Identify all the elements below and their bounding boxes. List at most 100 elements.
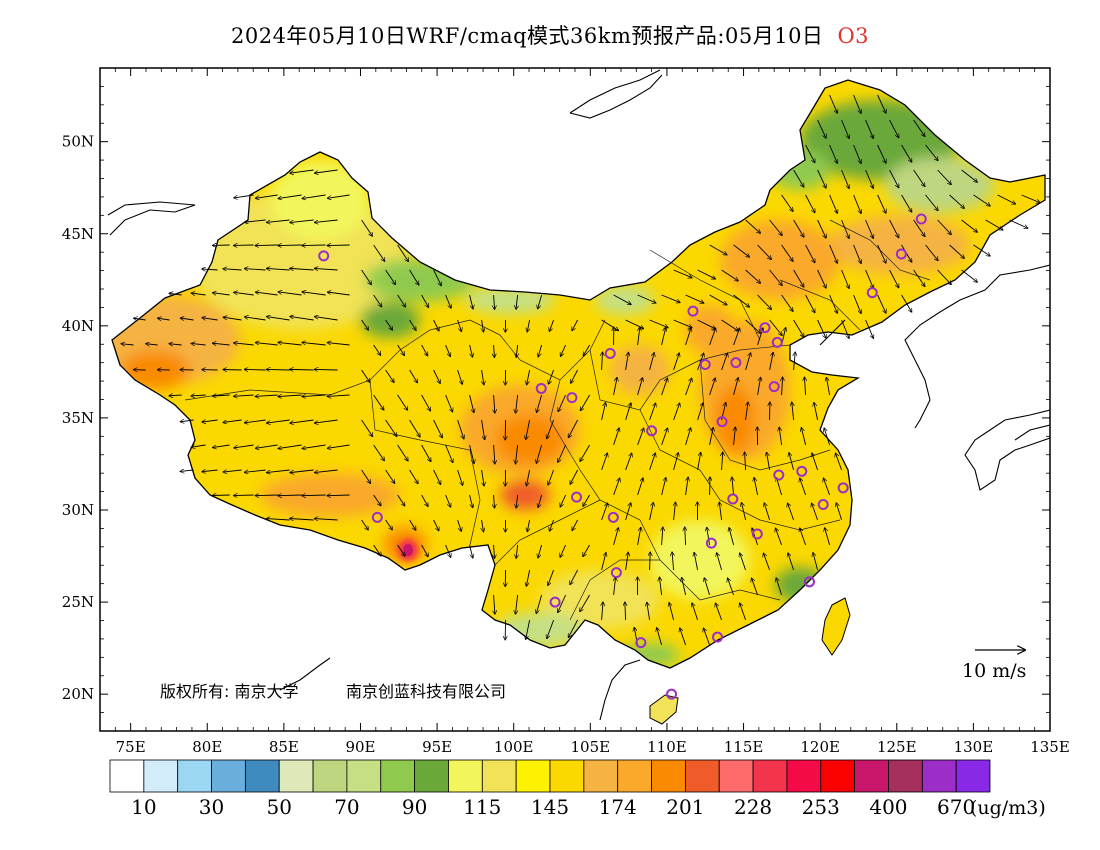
wind-arrow bbox=[457, 319, 462, 332]
wind-arrow bbox=[409, 369, 418, 383]
wind-arrow bbox=[314, 369, 338, 370]
station-marker bbox=[895, 248, 907, 260]
station-marker bbox=[571, 491, 583, 503]
wind-arrow bbox=[661, 428, 668, 446]
wind-arrow bbox=[457, 519, 462, 531]
wind-arrow bbox=[421, 494, 428, 506]
wind-arrow bbox=[853, 94, 862, 114]
wind-arrow bbox=[548, 469, 555, 485]
wind-arrow bbox=[385, 419, 397, 437]
wind-arrow bbox=[290, 219, 314, 223]
colorbar-swatch bbox=[312, 759, 348, 793]
wind-arrow bbox=[373, 394, 384, 410]
colorbar-swatch bbox=[278, 759, 314, 793]
wind-arrow bbox=[445, 494, 451, 507]
wind-arrow bbox=[457, 369, 463, 384]
lon-tick-label: 135E bbox=[1030, 738, 1070, 756]
wind-arrow bbox=[526, 469, 531, 486]
wind-arrow bbox=[913, 119, 925, 137]
station-marker bbox=[666, 688, 678, 700]
wind-arrow bbox=[841, 219, 850, 239]
wind-arrow bbox=[583, 544, 590, 557]
wind-arrow bbox=[244, 317, 266, 321]
map-title: 2024年05月10日WRF/cmaq模式36km预报产品:05月10日 O3 bbox=[0, 20, 1100, 50]
wind-arrow bbox=[290, 268, 314, 270]
wind-arrow bbox=[169, 344, 182, 345]
wind-arrow bbox=[775, 528, 783, 546]
wind-arrow bbox=[385, 369, 394, 382]
wind-arrow bbox=[734, 427, 736, 446]
wind-arrow bbox=[409, 519, 416, 530]
wind-arrow bbox=[793, 169, 804, 187]
wind-arrow bbox=[568, 619, 578, 638]
wind-arrow bbox=[637, 294, 656, 303]
lon-tick-label: 80E bbox=[192, 738, 222, 756]
wind-arrow bbox=[673, 453, 679, 471]
wind-arrow bbox=[661, 478, 666, 496]
wind-arrow bbox=[361, 269, 372, 285]
wind-arrow bbox=[314, 419, 338, 423]
wind-arrow bbox=[985, 219, 1003, 230]
colorbar-label: 70 bbox=[334, 795, 359, 819]
wind-arrow bbox=[829, 294, 838, 313]
wind-arrow bbox=[515, 594, 517, 614]
wind-arrow bbox=[445, 394, 453, 412]
wind-arrow bbox=[266, 519, 290, 520]
lon-tick-label: 85E bbox=[269, 738, 299, 756]
wind-arrow bbox=[697, 403, 703, 421]
wind-arrow bbox=[685, 428, 691, 446]
wind-arrow bbox=[146, 344, 158, 345]
wind-arrow bbox=[672, 552, 674, 571]
wind-arrow bbox=[223, 269, 242, 270]
wind-arrow bbox=[801, 428, 807, 446]
station-marker bbox=[866, 287, 878, 299]
colorbar-label: 174 bbox=[599, 795, 637, 819]
wind-arrow bbox=[788, 503, 795, 521]
lon-tick-label: 125E bbox=[877, 738, 917, 756]
station-marker bbox=[773, 469, 785, 481]
wind-arrow bbox=[637, 428, 644, 446]
wind-arrow bbox=[732, 477, 734, 496]
wind-arrow bbox=[601, 553, 606, 571]
wind-arrow bbox=[613, 428, 620, 446]
station-marker bbox=[604, 347, 616, 359]
wind-arrow bbox=[494, 444, 495, 464]
wind-arrow bbox=[613, 294, 632, 305]
wind-arrow bbox=[1021, 194, 1040, 203]
wind-arrow bbox=[613, 377, 617, 396]
wind-arrow bbox=[134, 318, 146, 320]
wind-arrow bbox=[812, 503, 819, 521]
wind-arrow bbox=[865, 269, 874, 288]
wind-arrow bbox=[721, 319, 739, 331]
wind-arrow bbox=[729, 528, 735, 546]
wind-arrow bbox=[469, 394, 474, 413]
wind-arrow bbox=[625, 453, 632, 471]
station-markers bbox=[318, 213, 927, 700]
wind-arrow bbox=[685, 328, 691, 346]
station-marker bbox=[712, 631, 723, 643]
colorbar-swatch bbox=[820, 759, 856, 793]
station-marker bbox=[727, 493, 739, 505]
wind-arrow bbox=[721, 353, 728, 371]
wind-arrow bbox=[278, 342, 302, 346]
wind-arrow bbox=[445, 544, 451, 557]
wind-arrow bbox=[385, 269, 396, 285]
wind-arrow bbox=[373, 294, 382, 307]
wind-arrow bbox=[853, 294, 862, 314]
wind-arrow bbox=[580, 444, 590, 461]
wind-arrow bbox=[781, 294, 793, 311]
wind-arrow bbox=[191, 293, 206, 295]
colorbar-label: 228 bbox=[734, 795, 772, 819]
wind-arrow bbox=[558, 444, 567, 462]
wind-arrow bbox=[433, 419, 443, 438]
wind-arrow bbox=[481, 419, 485, 440]
station-marker bbox=[549, 596, 561, 608]
wind-arrow bbox=[649, 319, 668, 328]
wind-arrow bbox=[625, 503, 631, 521]
wind-arrow bbox=[661, 294, 681, 303]
wind-arrow bbox=[244, 269, 266, 270]
wind-arrow bbox=[397, 244, 409, 262]
wind-arrow bbox=[877, 144, 886, 163]
wind-arrow bbox=[680, 628, 687, 646]
wind-arrow bbox=[469, 344, 473, 357]
